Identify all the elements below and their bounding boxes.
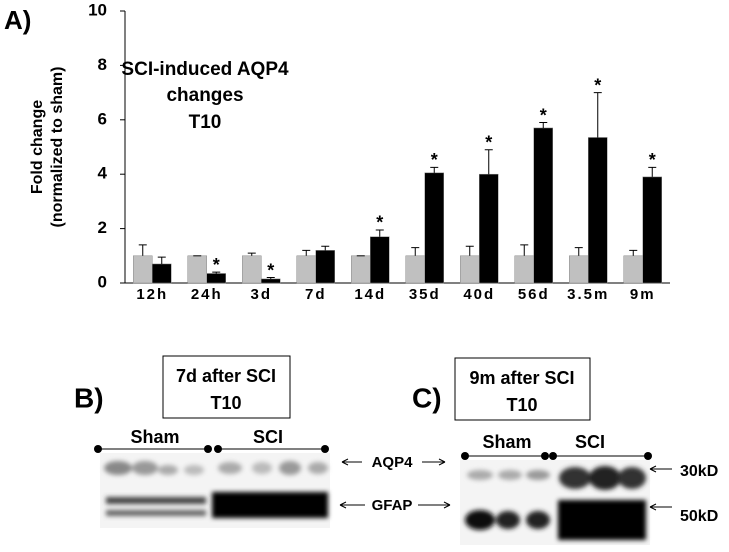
error-bar	[157, 256, 166, 264]
x-tick-label: 9m	[630, 286, 656, 303]
x-tick-label: 3.5m	[567, 286, 609, 303]
bar	[296, 255, 316, 284]
significance-marker: *	[267, 260, 274, 280]
bar	[424, 172, 444, 284]
y-tick-label: 2	[98, 218, 107, 237]
bar	[187, 255, 207, 284]
label-box	[454, 357, 591, 421]
error-bar	[375, 229, 384, 237]
y-axis-label: (normalized to sham)	[49, 67, 66, 228]
significance-marker: *	[376, 213, 383, 233]
y-axis-label: Fold change	[29, 100, 46, 194]
y-tick-label: 4	[98, 164, 108, 183]
size-label: 50kD	[680, 508, 718, 525]
error-bar	[247, 252, 256, 256]
error-bar	[138, 244, 147, 256]
group-label: Sham	[130, 427, 179, 447]
x-tick-label: 56d	[518, 286, 550, 303]
bar	[514, 255, 534, 284]
bar	[315, 250, 335, 284]
significance-marker: *	[213, 255, 220, 275]
size-label: 30kD	[680, 463, 718, 480]
x-tick-label: 24h	[191, 286, 223, 303]
bar	[405, 255, 425, 284]
box-text: T10	[210, 393, 241, 413]
error-bar	[411, 247, 420, 256]
error-bar	[629, 249, 638, 256]
error-bar	[321, 245, 330, 251]
blot	[460, 460, 650, 545]
arrow	[649, 465, 672, 511]
panel-label: B)	[74, 382, 104, 413]
y-tick-label: 0	[98, 272, 107, 291]
bar	[206, 273, 226, 284]
bar	[623, 255, 643, 284]
panel-label: C)	[412, 382, 442, 413]
bar	[242, 255, 262, 284]
group-bracket	[461, 452, 652, 460]
x-tick-label: 35d	[409, 286, 441, 303]
bar	[460, 255, 480, 284]
bar	[533, 127, 553, 284]
significance-marker: *	[431, 150, 438, 170]
box-text: 7d after SCI	[176, 366, 276, 386]
bar	[479, 173, 499, 284]
significance-marker: *	[485, 132, 492, 152]
y-tick-label: 10	[88, 0, 107, 19]
chart-title: T10	[189, 112, 222, 133]
bar	[133, 255, 153, 284]
blot	[100, 453, 330, 528]
group-label: SCI	[575, 432, 605, 452]
bar	[588, 137, 608, 284]
error-bar	[484, 149, 493, 175]
error-bar	[212, 271, 221, 274]
bar	[152, 263, 172, 284]
significance-marker: *	[649, 150, 656, 170]
x-tick-label: 40d	[463, 286, 495, 303]
x-tick-label: 7d	[305, 286, 327, 303]
chart-title: changes	[166, 85, 243, 106]
error-bar	[539, 122, 548, 128]
error-bar	[266, 277, 275, 279]
bar	[642, 176, 662, 284]
significance-marker: *	[540, 105, 547, 125]
error-bar	[648, 166, 657, 177]
error-bar	[302, 249, 311, 256]
panel-label: A)	[4, 5, 31, 35]
group-bracket	[94, 445, 329, 453]
band-label: GFAP	[372, 497, 413, 514]
group-label: Sham	[482, 432, 531, 452]
error-bar	[465, 245, 474, 256]
label-box	[162, 355, 291, 419]
chart-title: SCI-induced AQP4	[121, 59, 289, 80]
y-tick-label: 8	[98, 55, 107, 74]
significance-marker: *	[594, 75, 601, 95]
x-tick-label: 3d	[250, 286, 272, 303]
error-bar	[593, 92, 602, 138]
band-label: AQP4	[372, 454, 414, 471]
bar	[351, 255, 371, 284]
error-bar	[520, 244, 529, 256]
box-text: 9m after SCI	[469, 368, 574, 388]
bar	[370, 236, 390, 284]
x-tick-label: 14d	[354, 286, 386, 303]
error-bar	[430, 166, 439, 173]
bar	[569, 255, 589, 284]
error-bar	[574, 247, 583, 256]
arrow	[339, 458, 451, 509]
box-text: T10	[506, 395, 537, 415]
group-label: SCI	[253, 427, 283, 447]
y-tick-label: 6	[98, 109, 107, 128]
x-tick-label: 12h	[136, 286, 168, 303]
